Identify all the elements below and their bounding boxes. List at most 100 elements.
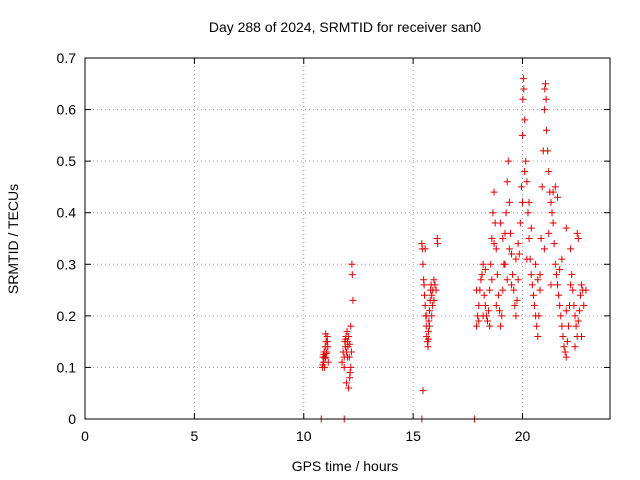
data-point — [425, 317, 433, 325]
data-point — [554, 193, 561, 201]
data-points — [317, 75, 590, 423]
data-point — [540, 245, 548, 253]
data-point — [498, 312, 506, 320]
data-point — [570, 302, 578, 310]
data-point — [424, 343, 432, 351]
data-point — [575, 307, 583, 315]
x-tick-label: 5 — [190, 428, 198, 444]
y-tick-label: 0.2 — [57, 308, 77, 324]
data-point — [582, 286, 590, 294]
data-point — [544, 147, 552, 155]
data-point — [563, 338, 571, 346]
data-point — [574, 235, 582, 242]
data-point — [516, 219, 524, 227]
data-point — [473, 286, 481, 294]
data-point — [527, 271, 535, 279]
data-point — [550, 240, 558, 248]
data-point — [556, 302, 564, 310]
y-tick-label: 0.6 — [57, 102, 77, 118]
data-point — [569, 286, 577, 294]
data-point — [522, 157, 530, 165]
data-point — [555, 291, 563, 299]
data-point — [324, 358, 332, 366]
data-point — [426, 322, 434, 330]
data-point — [523, 178, 531, 186]
data-point — [487, 260, 495, 268]
data-point — [503, 276, 511, 284]
data-point — [525, 198, 533, 206]
data-point — [424, 327, 432, 335]
data-point — [509, 271, 517, 279]
data-point — [477, 276, 485, 284]
data-point — [508, 281, 516, 289]
data-point — [320, 351, 328, 359]
x-tick-label: 15 — [405, 428, 421, 444]
data-point — [547, 198, 555, 206]
data-point — [512, 255, 520, 263]
data-point — [551, 183, 559, 191]
data-point — [552, 271, 560, 279]
data-point — [499, 286, 507, 294]
plot-frame — [84, 57, 611, 420]
data-point — [501, 260, 509, 268]
data-point — [347, 348, 355, 356]
data-point — [488, 276, 496, 284]
data-point — [421, 291, 428, 299]
data-point — [545, 167, 553, 175]
data-point — [488, 235, 496, 242]
data-point — [514, 276, 522, 284]
data-point — [521, 116, 529, 124]
y-tick-label: 0.5 — [57, 153, 77, 169]
series-SRMTID — [318, 75, 590, 395]
data-point — [519, 131, 526, 139]
data-point — [567, 281, 575, 289]
data-point — [480, 291, 488, 299]
data-point — [347, 322, 355, 330]
data-point — [580, 302, 588, 310]
data-point — [572, 322, 580, 330]
data-point — [506, 229, 514, 237]
data-point — [475, 317, 483, 325]
x-tick-label: 10 — [296, 428, 312, 444]
data-point — [419, 260, 427, 268]
data-point — [342, 379, 350, 387]
data-point — [547, 281, 555, 289]
y-tick-label: 0.7 — [57, 50, 77, 66]
data-point — [535, 312, 543, 320]
data-point — [428, 312, 436, 320]
data-point — [489, 209, 497, 217]
data-point — [347, 363, 355, 371]
data-point — [428, 302, 436, 310]
data-point — [502, 209, 510, 217]
data-point — [576, 291, 584, 299]
grid — [85, 58, 610, 419]
data-point — [485, 307, 493, 315]
data-point — [479, 312, 487, 320]
data-point — [540, 106, 548, 114]
data-point — [557, 312, 565, 320]
data-point — [573, 229, 581, 237]
data-point — [420, 281, 428, 289]
data-point — [421, 302, 429, 310]
data-point — [519, 75, 527, 83]
data-point — [567, 245, 575, 253]
data-point — [534, 332, 542, 340]
data-point — [479, 260, 487, 268]
data-point — [475, 302, 483, 310]
data-point — [562, 307, 570, 315]
data-point — [515, 250, 523, 258]
data-point — [571, 312, 579, 320]
data-point — [571, 343, 579, 351]
data-point — [481, 265, 489, 273]
data-point — [426, 307, 434, 315]
data-point — [532, 260, 540, 268]
data-point — [549, 188, 557, 196]
data-point — [574, 317, 582, 325]
data-point — [492, 302, 500, 310]
data-point — [545, 229, 553, 237]
data-point — [321, 354, 329, 362]
data-point — [430, 276, 438, 284]
data-point — [348, 260, 356, 268]
data-point — [319, 361, 327, 369]
